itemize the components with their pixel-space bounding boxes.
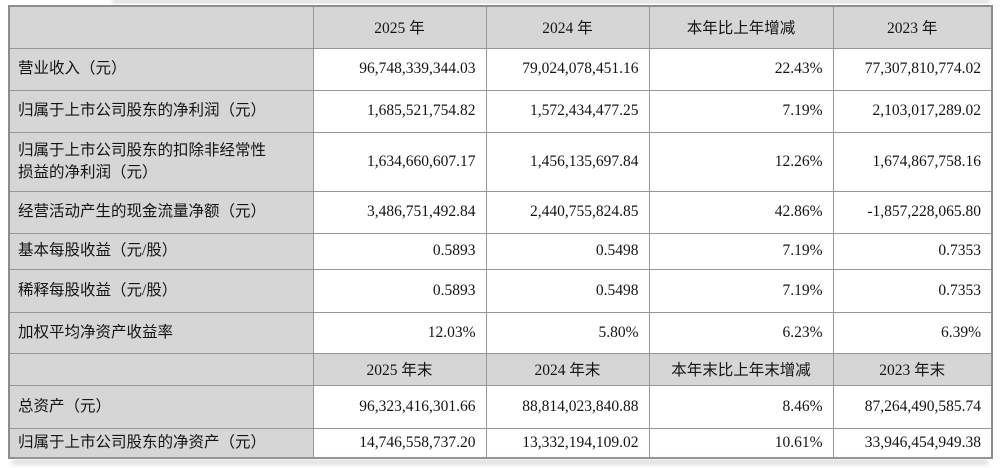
- value-cell-2025: 12.03%: [312, 311, 487, 354]
- row-label: 营业收入（元）: [8, 47, 314, 91]
- change-cell: 8.46%: [648, 384, 834, 429]
- value-cell-2024: 5.80%: [485, 311, 650, 354]
- value-cell-2025: 1,685,521,754.82: [312, 89, 487, 133]
- row-label: 归属于上市公司股东的净资产（元）: [8, 427, 314, 459]
- column-header-2024: 2024 年: [485, 5, 650, 49]
- change-cell: 12.26%: [648, 131, 834, 192]
- value-cell-2023: -1,857,228,065.80: [832, 190, 993, 234]
- value-cell-2025: 0.5893: [312, 232, 487, 270]
- table-row-revenue: 营业收入（元） 96,748,339,344.03 79,024,078,451…: [8, 47, 993, 91]
- value-cell-2023: 33,946,454,949.38: [832, 427, 993, 459]
- header-row-yearend: 2025 年末 2024 年末 本年末比上年末增减 2023 年末: [8, 352, 993, 386]
- value-cell-2023: 0.7353: [832, 268, 993, 313]
- change-cell: 6.23%: [648, 311, 834, 354]
- change-cell: 10.61%: [648, 427, 834, 459]
- value-cell-2025: 96,323,416,301.66: [312, 384, 487, 429]
- column-header-2023: 2023 年: [832, 5, 993, 49]
- value-cell-2023: 6.39%: [832, 311, 993, 354]
- value-cell-2023: 87,264,490,585.74: [832, 384, 993, 429]
- value-cell-2025: 0.5893: [312, 268, 487, 313]
- change-cell: 7.19%: [648, 89, 834, 133]
- table-row-net-profit: 归属于上市公司股东的净利润（元） 1,685,521,754.82 1,572,…: [8, 89, 993, 133]
- row-label: 总资产（元）: [8, 384, 314, 429]
- value-cell-2025: 96,748,339,344.03: [312, 47, 487, 91]
- change-cell: 22.43%: [648, 47, 834, 91]
- change-cell: 42.86%: [648, 190, 834, 234]
- column-header-yearend-change: 本年末比上年末增减: [648, 352, 834, 386]
- change-cell: 7.19%: [648, 268, 834, 313]
- row-label: 加权平均净资产收益率: [8, 311, 314, 354]
- value-cell-2024: 1,572,434,477.25: [485, 89, 650, 133]
- row-label: 基本每股收益（元/股）: [8, 232, 314, 270]
- value-cell-2024: 88,814,023,840.88: [485, 384, 650, 429]
- column-header-yoy-change: 本年比上年增减: [648, 5, 834, 49]
- header-row-current: 2025 年 2024 年 本年比上年增减 2023 年: [8, 5, 993, 49]
- corner-cell: [8, 5, 314, 49]
- row-label: 经营活动产生的现金流量净额（元）: [8, 190, 314, 234]
- row-label: 归属于上市公司股东的净利润（元）: [8, 89, 314, 133]
- row-label: 稀释每股收益（元/股）: [8, 268, 314, 313]
- table-row-operating-cash-flow: 经营活动产生的现金流量净额（元） 3,486,751,492.84 2,440,…: [8, 190, 993, 234]
- value-cell-2023: 2,103,017,289.02: [832, 89, 993, 133]
- cropped-content-artifact-top: [112, 0, 990, 3]
- value-cell-2024: 1,456,135,697.84: [485, 131, 650, 192]
- value-cell-2024: 13,332,194,109.02: [485, 427, 650, 459]
- value-cell-2024: 0.5498: [485, 268, 650, 313]
- value-cell-2024: 0.5498: [485, 232, 650, 270]
- column-header-2024-yearend: 2024 年末: [485, 352, 650, 386]
- table-row-net-assets: 归属于上市公司股东的净资产（元） 14,746,558,737.20 13,33…: [8, 427, 993, 459]
- value-cell-2025: 3,486,751,492.84: [312, 190, 487, 234]
- table-row-weighted-avg-roe: 加权平均净资产收益率 12.03% 5.80% 6.23% 6.39%: [8, 311, 993, 354]
- row-label: 归属于上市公司股东的扣除非经常性 损益的净利润（元）: [8, 131, 314, 192]
- value-cell-2025: 1,634,660,607.17: [312, 131, 487, 192]
- column-header-2023-yearend: 2023 年末: [832, 352, 993, 386]
- table-row-basic-eps: 基本每股收益（元/股） 0.5893 0.5498 7.19% 0.7353: [8, 232, 993, 270]
- table-row-total-assets: 总资产（元） 96,323,416,301.66 88,814,023,840.…: [8, 384, 993, 429]
- change-cell: 7.19%: [648, 232, 834, 270]
- value-cell-2023: 1,674,867,758.16: [832, 131, 993, 192]
- table-row-diluted-eps: 稀释每股收益（元/股） 0.5893 0.5498 7.19% 0.7353: [8, 268, 993, 313]
- value-cell-2024: 79,024,078,451.16: [485, 47, 650, 91]
- value-cell-2024: 2,440,755,824.85: [485, 190, 650, 234]
- value-cell-2023: 0.7353: [832, 232, 993, 270]
- value-cell-2023: 77,307,810,774.02: [832, 47, 993, 91]
- table-row-net-profit-excl-nonrecurring: 归属于上市公司股东的扣除非经常性 损益的净利润（元） 1,634,660,607…: [8, 131, 993, 192]
- column-header-2025: 2025 年: [312, 5, 487, 49]
- cropped-content-artifact-bottom: [12, 459, 988, 465]
- financial-summary-table: 2025 年 2024 年 本年比上年增减 2023 年 营业收入（元） 96,…: [8, 5, 993, 459]
- column-header-2025-yearend: 2025 年末: [312, 352, 487, 386]
- value-cell-2025: 14,746,558,737.20: [312, 427, 487, 459]
- corner-cell: [8, 352, 314, 386]
